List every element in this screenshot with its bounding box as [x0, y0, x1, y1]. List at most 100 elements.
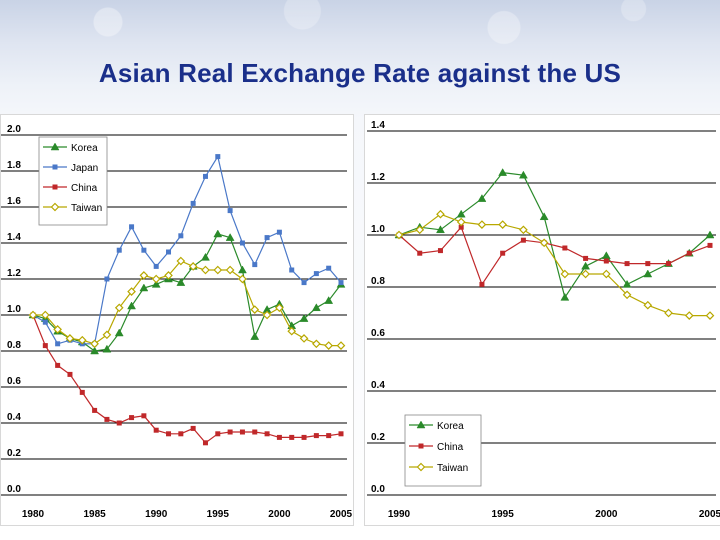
data-point-china	[104, 416, 110, 422]
legend-marker-korea	[50, 142, 60, 151]
x-tick-label: 2005	[699, 509, 720, 520]
data-point-china	[67, 371, 73, 377]
data-point-japan	[202, 173, 208, 179]
data-point-taiwan	[436, 209, 445, 219]
legend-marker-taiwan	[416, 462, 426, 472]
data-point-china	[116, 420, 122, 426]
legend-label-korea: Korea	[71, 143, 98, 154]
data-point-taiwan	[336, 341, 346, 350]
data-point-taiwan	[213, 265, 223, 275]
y-tick-label: 0.6	[371, 328, 385, 339]
data-point-china	[458, 224, 464, 230]
data-point-taiwan	[102, 330, 112, 340]
data-point-taiwan	[477, 220, 487, 229]
data-point-china	[166, 431, 172, 437]
data-point-korea	[705, 230, 715, 239]
data-point-china	[129, 415, 135, 421]
y-tick-label: 0.2	[371, 432, 385, 443]
data-point-taiwan	[560, 269, 570, 279]
data-point-china	[326, 433, 332, 439]
data-point-korea	[581, 261, 591, 270]
data-point-korea	[299, 314, 309, 322]
data-point-japan	[239, 240, 245, 246]
data-point-japan	[215, 154, 221, 160]
data-point-korea	[139, 283, 149, 292]
data-point-korea	[560, 292, 570, 301]
chart-panel-right: 0.0 0.2 0.4 0.6 0.8 1.0 1.2 1.4 1990 1995 2000 2005…	[364, 114, 720, 526]
y-tick-label: 1.2	[371, 172, 385, 183]
y-tick-label: 1.0	[371, 224, 385, 235]
data-point-korea	[539, 212, 549, 221]
x-tick-label: 1995	[207, 509, 230, 520]
legend-box	[404, 414, 482, 487]
data-point-taiwan	[77, 335, 87, 345]
data-point-japan	[178, 233, 184, 239]
x-tick-label: 1990	[388, 509, 411, 520]
y-tick-label: 2.0	[7, 124, 21, 135]
slide-title: Asian Real Exchange Rate against the US	[98, 58, 622, 88]
data-point-korea	[176, 278, 186, 286]
data-point-taiwan	[151, 274, 161, 284]
data-point-china	[479, 281, 485, 287]
data-point-china	[276, 434, 282, 440]
y-tick-label: 1.2	[7, 268, 21, 279]
data-point-japan	[55, 341, 61, 347]
data-point-korea	[90, 346, 100, 355]
data-point-china	[520, 237, 526, 243]
legend-label-taiwan: Taiwan	[71, 203, 102, 214]
data-point-korea	[518, 170, 528, 179]
data-point-korea	[311, 303, 321, 312]
data-point-china	[500, 250, 506, 256]
y-tick-label: 0.6	[7, 376, 21, 387]
legend-marker-korea	[416, 420, 426, 429]
data-point-taiwan	[415, 225, 425, 235]
data-point-korea	[238, 265, 247, 274]
data-point-china	[562, 245, 568, 251]
x-tick-label: 1990	[145, 509, 168, 520]
data-point-taiwan	[581, 269, 590, 279]
data-point-taiwan	[705, 311, 715, 320]
data-point-china	[202, 440, 208, 446]
data-point-china	[215, 431, 221, 437]
y-tick-label: 1.8	[7, 160, 21, 171]
data-point-japan	[276, 229, 282, 235]
series-line-china	[398, 226, 711, 286]
data-point-japan	[338, 280, 344, 286]
y-tick-label: 0.0	[7, 484, 21, 495]
data-point-taiwan	[519, 225, 528, 235]
y-tick-label: 0.8	[7, 340, 21, 351]
data-point-taiwan	[643, 300, 653, 310]
data-point-korea	[643, 269, 653, 278]
data-point-china	[338, 431, 344, 437]
data-point-china	[624, 261, 630, 267]
data-point-china	[645, 261, 651, 267]
data-point-korea	[213, 229, 223, 238]
y-tick-label: 1.6	[7, 196, 21, 207]
data-point-china	[437, 248, 443, 254]
data-point-china	[583, 255, 589, 261]
chart-right: 0.0 0.2 0.4 0.6 0.8 1.0 1.2 1.4 1990 1995 2000 2005…	[367, 120, 720, 520]
data-point-taiwan	[127, 287, 136, 296]
data-point-korea	[622, 279, 632, 288]
data-point-japan	[227, 208, 233, 214]
data-point-china	[603, 258, 609, 264]
data-point-taiwan	[456, 217, 466, 227]
legend-marker-china	[418, 443, 424, 449]
data-point-taiwan	[601, 269, 611, 279]
data-point-korea	[456, 209, 466, 218]
data-point-china	[239, 429, 245, 435]
data-point-korea	[225, 233, 235, 241]
data-point-korea	[498, 168, 508, 176]
data-point-taiwan	[312, 339, 321, 349]
data-point-korea	[250, 332, 260, 340]
data-point-korea	[127, 301, 136, 310]
data-point-korea	[151, 279, 161, 288]
series-line-china	[32, 314, 342, 444]
legend-label-taiwan: Taiwan	[437, 463, 468, 474]
data-point-korea	[114, 328, 124, 337]
data-point-taiwan	[53, 325, 62, 334]
data-point-china	[190, 425, 196, 431]
y-tick-label: 0.8	[371, 276, 385, 287]
legend-label-korea: Korea	[437, 421, 464, 432]
x-tick-label: 1980	[22, 509, 45, 520]
